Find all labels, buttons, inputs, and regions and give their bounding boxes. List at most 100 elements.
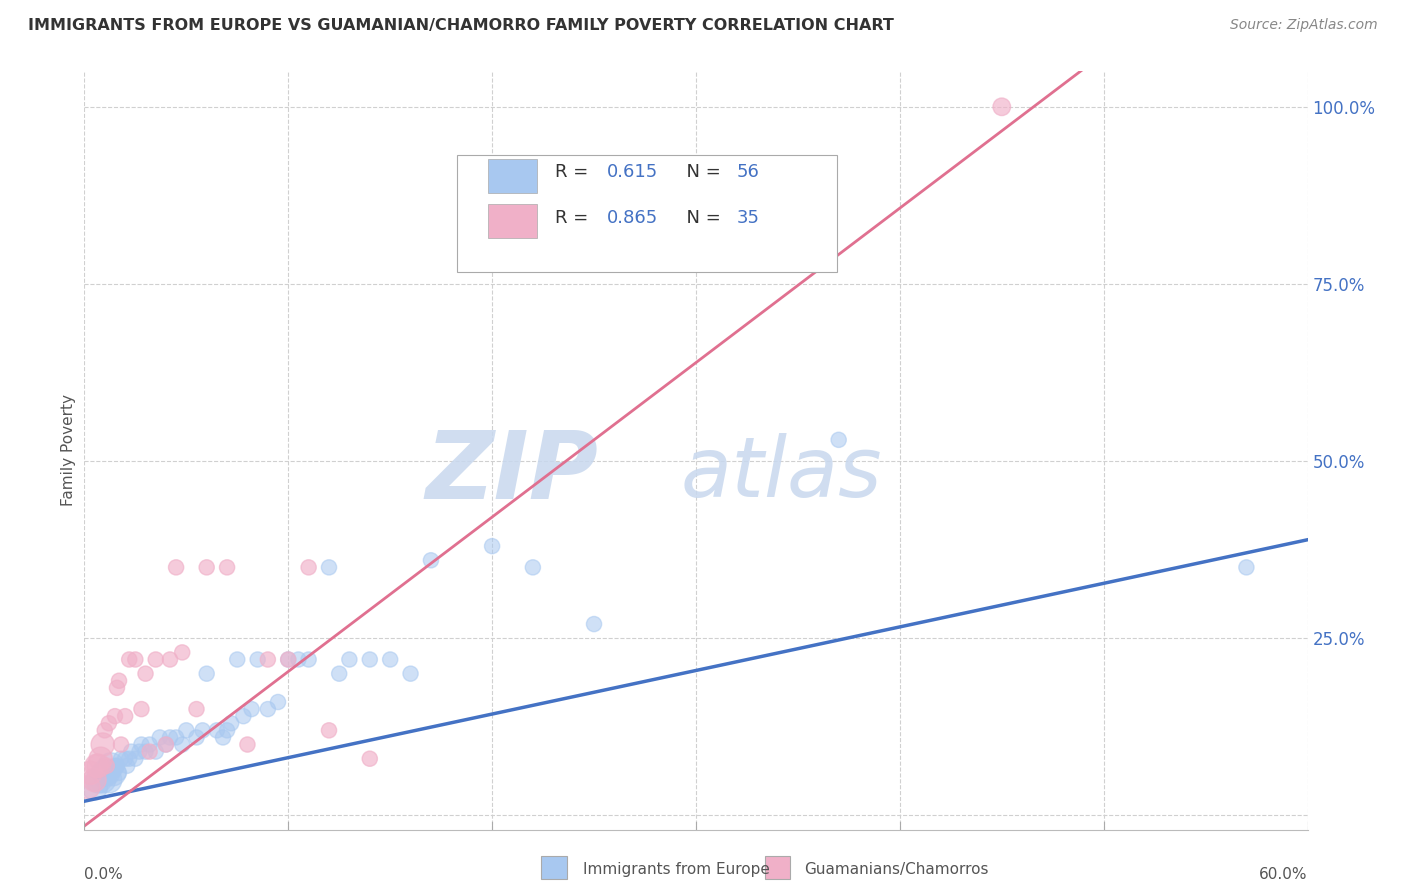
Point	[186, 731, 208, 745]
Point	[105, 759, 128, 773]
Text: R =: R =	[555, 209, 595, 227]
Point	[138, 738, 160, 752]
Point	[96, 759, 118, 773]
Point	[135, 745, 157, 759]
Point	[138, 745, 160, 759]
Text: 35: 35	[737, 209, 759, 227]
Point	[110, 738, 132, 752]
Point	[120, 745, 142, 759]
Point	[420, 553, 443, 567]
Text: 0.615: 0.615	[606, 163, 658, 181]
Text: 56: 56	[737, 163, 759, 181]
Text: Guamanians/Chamorros: Guamanians/Chamorros	[804, 863, 988, 877]
Point	[145, 652, 167, 666]
Point	[522, 560, 544, 574]
Point	[91, 772, 114, 787]
Point	[145, 745, 167, 759]
Point	[165, 731, 187, 745]
Point	[267, 695, 290, 709]
Point	[318, 560, 340, 574]
Point	[236, 738, 259, 752]
Point	[246, 652, 269, 666]
Text: 0.865: 0.865	[606, 209, 658, 227]
Point	[174, 723, 197, 738]
Point	[380, 652, 402, 666]
Point	[172, 738, 194, 752]
Point	[104, 759, 127, 773]
Point	[93, 765, 115, 780]
Point	[232, 709, 254, 723]
Point	[191, 723, 214, 738]
Point	[131, 738, 153, 752]
Y-axis label: Family Poverty: Family Poverty	[60, 394, 76, 507]
Point	[318, 723, 340, 738]
Point	[87, 772, 110, 787]
Point	[155, 738, 177, 752]
Text: 0.0%: 0.0%	[84, 867, 124, 882]
Point	[114, 752, 136, 766]
Text: R =: R =	[555, 163, 595, 181]
Point	[101, 765, 124, 780]
Point	[277, 652, 299, 666]
Point	[219, 716, 242, 731]
Point	[205, 723, 228, 738]
Point	[399, 666, 422, 681]
Point	[212, 731, 235, 745]
Text: IMMIGRANTS FROM EUROPE VS GUAMANIAN/CHAMORRO FAMILY POVERTY CORRELATION CHART: IMMIGRANTS FROM EUROPE VS GUAMANIAN/CHAM…	[28, 18, 894, 33]
Point	[124, 752, 146, 766]
Point	[298, 560, 321, 574]
Point	[287, 652, 309, 666]
Point	[159, 652, 181, 666]
Point	[828, 433, 851, 447]
FancyBboxPatch shape	[488, 159, 537, 193]
Point	[77, 780, 100, 794]
Point	[359, 752, 381, 766]
Point	[104, 709, 127, 723]
Point	[90, 752, 112, 766]
Point	[359, 652, 381, 666]
Point	[93, 723, 115, 738]
Point	[240, 702, 263, 716]
Point	[115, 759, 138, 773]
Text: Immigrants from Europe: Immigrants from Europe	[583, 863, 770, 877]
Point	[277, 652, 299, 666]
Point	[118, 652, 141, 666]
Point	[155, 738, 177, 752]
Point	[124, 652, 146, 666]
Point	[165, 560, 187, 574]
FancyBboxPatch shape	[457, 155, 837, 272]
Point	[128, 745, 150, 759]
Bar	[765, 856, 790, 879]
Point	[79, 765, 101, 780]
Point	[991, 100, 1014, 114]
Point	[97, 772, 120, 787]
Point	[100, 759, 122, 773]
Point	[114, 709, 136, 723]
Text: N =: N =	[675, 163, 727, 181]
Point	[1236, 560, 1258, 574]
Text: atlas: atlas	[681, 433, 883, 514]
Point	[481, 539, 503, 553]
Point	[217, 560, 239, 574]
Text: Source: ZipAtlas.com: Source: ZipAtlas.com	[1230, 18, 1378, 32]
Text: ZIP: ZIP	[425, 427, 598, 519]
Point	[96, 765, 118, 780]
Point	[135, 666, 157, 681]
Point	[583, 617, 606, 632]
Text: N =: N =	[675, 209, 727, 227]
Point	[87, 759, 110, 773]
Point	[195, 666, 218, 681]
Point	[257, 652, 280, 666]
Point	[159, 731, 181, 745]
Point	[257, 702, 280, 716]
Bar	[541, 856, 567, 879]
Point	[110, 752, 132, 766]
FancyBboxPatch shape	[488, 204, 537, 238]
Point	[131, 702, 153, 716]
Point	[195, 560, 218, 574]
Point	[339, 652, 361, 666]
Point	[86, 759, 108, 773]
Point	[118, 752, 141, 766]
Point	[105, 681, 128, 695]
Point	[149, 731, 172, 745]
